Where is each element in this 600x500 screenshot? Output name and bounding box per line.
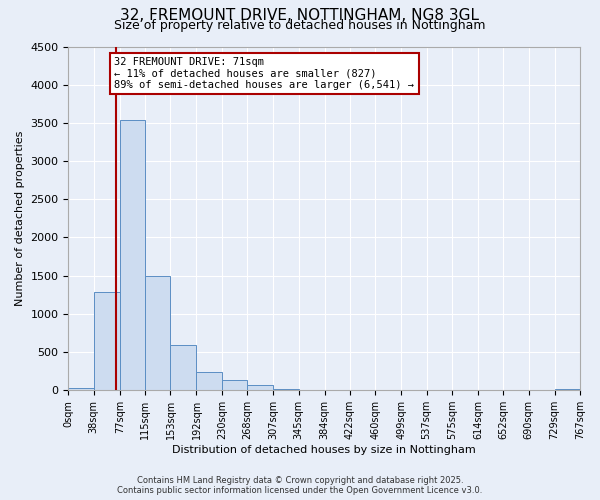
Bar	[94, 292, 120, 390]
Text: Contains HM Land Registry data © Crown copyright and database right 2025.
Contai: Contains HM Land Registry data © Crown c…	[118, 476, 482, 495]
Text: 32 FREMOUNT DRIVE: 71sqm
← 11% of detached houses are smaller (827)
89% of semi-: 32 FREMOUNT DRIVE: 71sqm ← 11% of detach…	[115, 57, 415, 90]
Bar	[120, 120, 145, 390]
Y-axis label: Number of detached properties: Number of detached properties	[15, 130, 25, 306]
Text: Size of property relative to detached houses in Nottingham: Size of property relative to detached ho…	[114, 19, 486, 32]
X-axis label: Distribution of detached houses by size in Nottingham: Distribution of detached houses by size …	[172, 445, 476, 455]
Bar	[273, 388, 299, 390]
Bar	[247, 385, 273, 390]
Bar	[170, 345, 196, 390]
Bar	[196, 372, 222, 390]
Bar	[222, 380, 247, 390]
Text: 32, FREMOUNT DRIVE, NOTTINGHAM, NG8 3GL: 32, FREMOUNT DRIVE, NOTTINGHAM, NG8 3GL	[121, 8, 479, 22]
Bar	[68, 388, 94, 390]
Bar	[145, 276, 170, 390]
